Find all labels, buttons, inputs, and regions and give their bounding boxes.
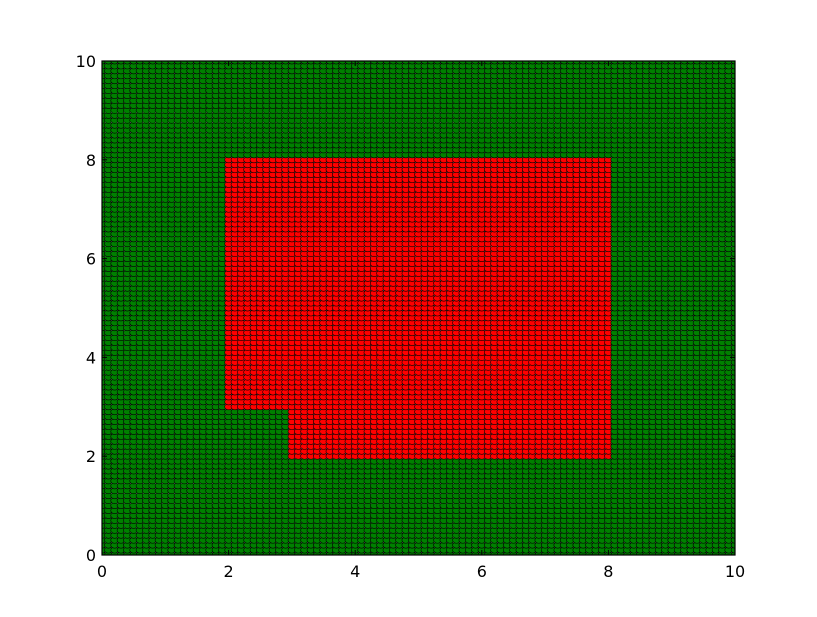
data-point (116, 61, 126, 65)
data-point (104, 61, 113, 65)
data-point (110, 61, 119, 65)
plot-area (102, 61, 735, 555)
data-point (123, 61, 132, 65)
